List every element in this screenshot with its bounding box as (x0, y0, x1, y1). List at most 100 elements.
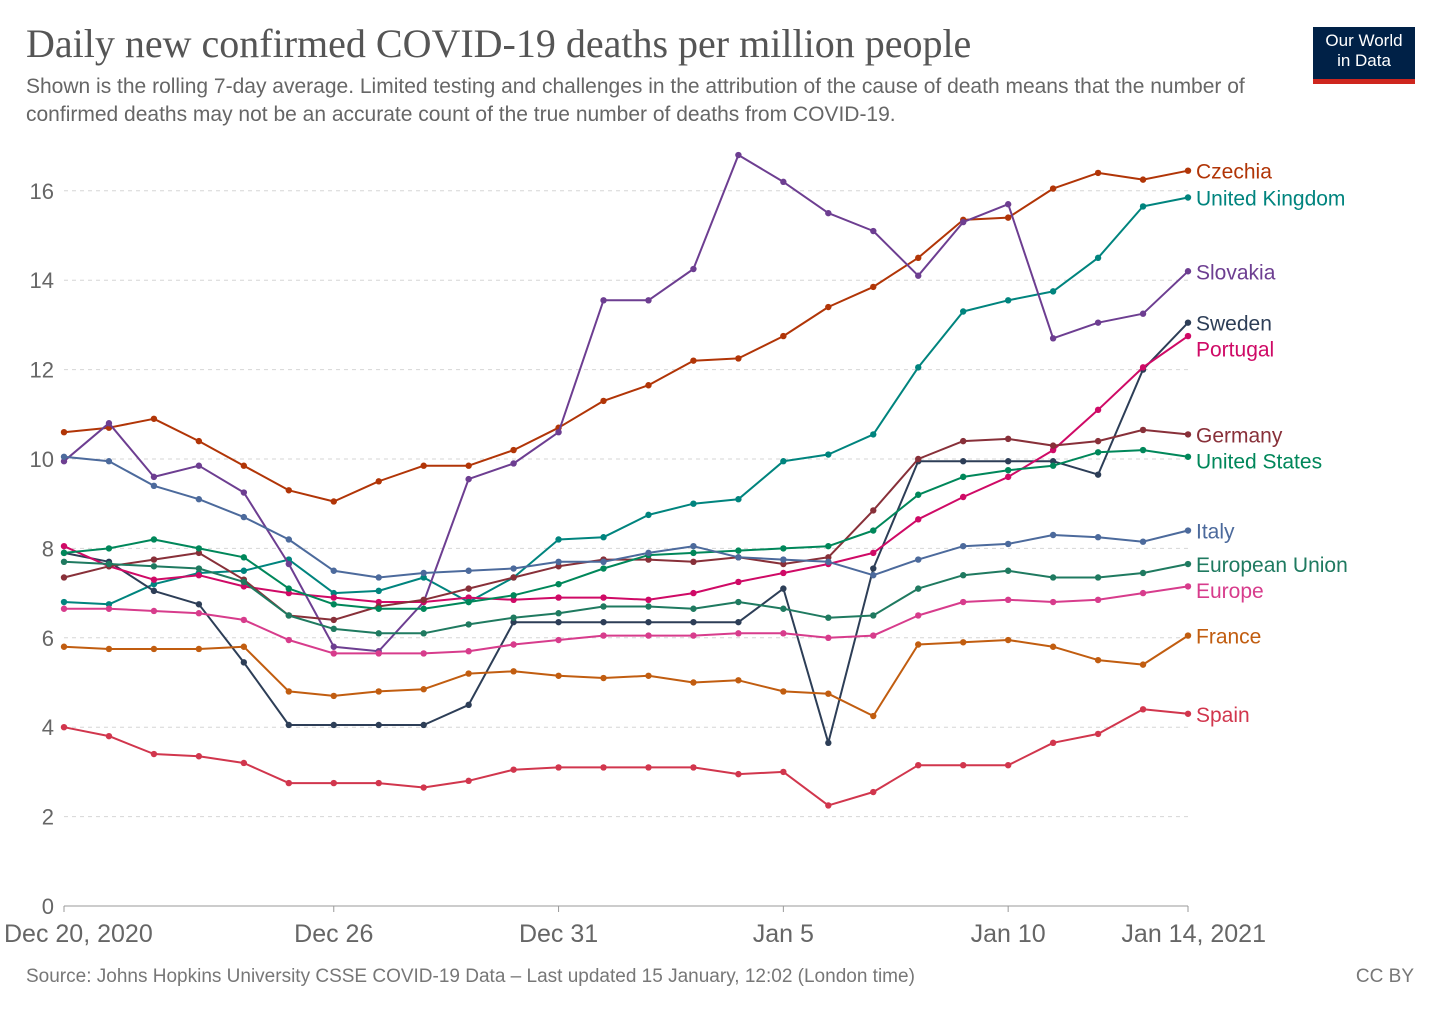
data-point[interactable] (1139, 426, 1147, 434)
data-point[interactable] (1094, 471, 1102, 478)
data-point[interactable] (960, 598, 967, 606)
data-point[interactable] (600, 603, 607, 610)
data-point[interactable] (240, 583, 248, 590)
data-point[interactable] (1004, 540, 1012, 548)
data-point[interactable] (780, 332, 787, 340)
series-label[interactable]: United Kingdom (1196, 188, 1345, 211)
data-point[interactable] (960, 218, 967, 226)
data-point[interactable] (600, 764, 607, 771)
series-line[interactable] (63, 560, 1189, 635)
data-point[interactable] (420, 686, 427, 693)
series-line[interactable] (63, 322, 1189, 744)
data-point[interactable] (915, 761, 922, 769)
data-point[interactable] (330, 594, 337, 601)
series-line[interactable] (63, 455, 1189, 579)
data-point[interactable] (870, 527, 877, 534)
data-point[interactable] (1094, 534, 1102, 541)
data-point[interactable] (825, 303, 832, 311)
data-point[interactable] (195, 545, 203, 552)
data-point[interactable] (105, 458, 113, 465)
data-point[interactable] (1004, 567, 1012, 574)
data-point[interactable] (105, 645, 113, 653)
data-point[interactable] (465, 621, 472, 628)
data-point[interactable] (870, 431, 877, 438)
data-point[interactable] (1094, 574, 1102, 581)
data-point[interactable] (690, 632, 697, 639)
data-point[interactable] (510, 596, 517, 604)
data-point[interactable] (330, 625, 337, 633)
data-point[interactable] (645, 382, 652, 389)
data-point[interactable] (510, 614, 517, 621)
data-point[interactable] (870, 565, 877, 572)
owid-logo[interactable]: Our World in Data (1313, 27, 1415, 84)
data-point[interactable] (1184, 632, 1192, 639)
data-point[interactable] (915, 254, 922, 262)
data-point[interactable] (375, 721, 382, 729)
data-point[interactable] (240, 659, 248, 666)
data-point[interactable] (1184, 268, 1192, 275)
data-point[interactable] (690, 542, 697, 550)
data-point[interactable] (915, 516, 922, 523)
data-point[interactable] (555, 594, 562, 601)
data-point[interactable] (420, 462, 427, 469)
data-point[interactable] (960, 761, 967, 769)
data-point[interactable] (1049, 185, 1057, 192)
data-point[interactable] (1004, 458, 1012, 465)
data-point[interactable] (600, 632, 607, 639)
series-line[interactable] (63, 708, 1189, 807)
data-point[interactable] (510, 460, 517, 467)
series-label[interactable]: France (1196, 626, 1261, 649)
data-point[interactable] (780, 768, 787, 776)
data-point[interactable] (195, 645, 203, 653)
data-point[interactable] (375, 598, 382, 606)
series-label[interactable]: Italy (1196, 521, 1235, 544)
series-label[interactable]: Spain (1196, 704, 1250, 727)
data-point[interactable] (195, 753, 203, 760)
data-point[interactable] (825, 690, 832, 697)
data-point[interactable] (195, 549, 203, 557)
data-point[interactable] (1094, 449, 1102, 456)
data-point[interactable] (330, 498, 337, 505)
data-point[interactable] (1049, 574, 1057, 581)
series-label[interactable]: United States (1196, 450, 1322, 473)
series-label[interactable]: Europe (1196, 580, 1264, 603)
data-point[interactable] (690, 618, 697, 626)
data-point[interactable] (960, 493, 967, 501)
data-point[interactable] (1049, 446, 1057, 454)
data-point[interactable] (915, 455, 922, 463)
data-point[interactable] (1094, 169, 1102, 177)
data-point[interactable] (600, 534, 607, 541)
data-point[interactable] (1139, 706, 1147, 713)
data-point[interactable] (1184, 332, 1192, 340)
series-line[interactable] (63, 449, 1189, 610)
data-point[interactable] (690, 549, 697, 557)
data-point[interactable] (60, 558, 68, 566)
data-point[interactable] (375, 630, 382, 637)
data-point[interactable] (60, 643, 68, 650)
data-point[interactable] (600, 397, 607, 405)
data-point[interactable] (285, 721, 292, 729)
data-point[interactable] (870, 788, 877, 796)
data-point[interactable] (780, 545, 787, 552)
data-point[interactable] (780, 605, 787, 612)
data-point[interactable] (285, 636, 292, 644)
data-point[interactable] (1094, 319, 1102, 326)
data-point[interactable] (285, 612, 292, 619)
data-point[interactable] (645, 603, 652, 610)
data-point[interactable] (555, 428, 562, 436)
data-point[interactable] (375, 574, 382, 581)
data-point[interactable] (960, 308, 967, 315)
data-point[interactable] (420, 721, 427, 729)
data-point[interactable] (1139, 661, 1147, 668)
data-point[interactable] (465, 777, 472, 785)
data-point[interactable] (690, 764, 697, 771)
data-point[interactable] (375, 587, 382, 595)
data-point[interactable] (1004, 636, 1012, 644)
series-label[interactable]: Czechia (1196, 161, 1272, 184)
data-point[interactable] (105, 605, 113, 612)
data-point[interactable] (150, 415, 158, 422)
series-line[interactable] (64, 585, 1189, 655)
series-line[interactable] (63, 634, 1189, 717)
data-point[interactable] (510, 446, 517, 454)
data-point[interactable] (825, 558, 832, 566)
